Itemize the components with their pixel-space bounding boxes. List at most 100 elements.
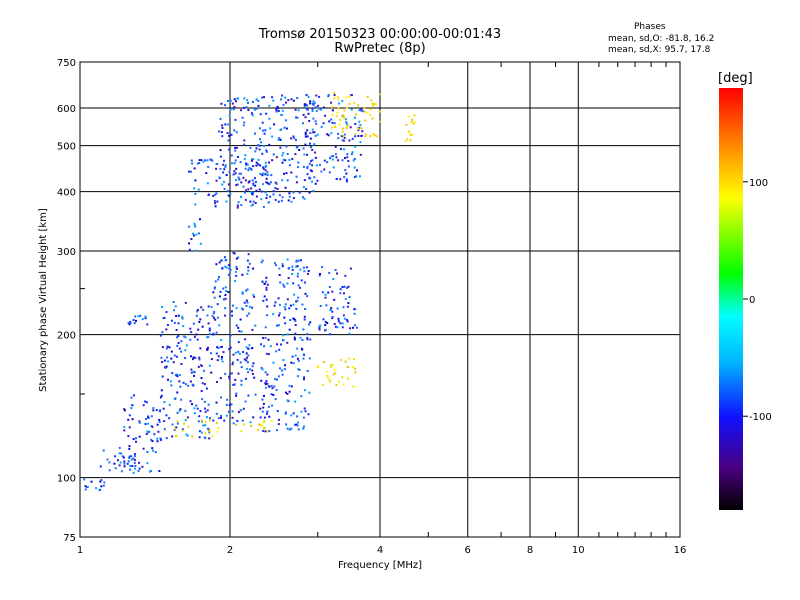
data-point (138, 421, 141, 424)
data-point (238, 178, 241, 181)
data-point (352, 159, 355, 162)
data-point (178, 374, 181, 376)
data-point (194, 356, 197, 359)
phases-heading: Phases (634, 22, 666, 32)
data-point (171, 372, 174, 375)
data-point (266, 314, 269, 317)
data-point (171, 423, 174, 426)
data-point (161, 375, 164, 378)
data-point (303, 425, 305, 428)
data-point (282, 359, 285, 361)
data-point (260, 141, 263, 144)
data-point (336, 111, 339, 114)
data-point (234, 378, 237, 381)
data-point (215, 331, 218, 334)
data-point (294, 324, 297, 326)
data-point (237, 326, 240, 329)
data-point (334, 153, 337, 156)
data-point (290, 137, 293, 140)
data-point (198, 415, 201, 418)
data-point (358, 120, 361, 123)
data-point (304, 131, 307, 134)
data-point (263, 395, 265, 397)
data-point (220, 417, 222, 419)
data-point (200, 306, 203, 309)
data-point (221, 127, 224, 129)
data-point (304, 410, 307, 413)
data-point (284, 186, 287, 189)
data-point (231, 304, 234, 307)
data-point (175, 435, 178, 438)
x-tick-label: 6 (465, 545, 471, 556)
data-point (146, 462, 149, 465)
data-point (200, 159, 203, 162)
data-point (297, 359, 300, 362)
data-point (165, 365, 168, 368)
data-point (204, 432, 207, 435)
data-point (227, 410, 230, 413)
data-point (276, 324, 278, 327)
data-point (353, 166, 356, 169)
data-point (220, 102, 223, 105)
data-point (308, 191, 311, 194)
data-point (271, 96, 274, 99)
data-point (254, 177, 256, 180)
data-point (375, 135, 378, 138)
data-point (190, 371, 193, 374)
data-point (224, 259, 227, 262)
data-point (333, 298, 336, 301)
data-point (207, 322, 210, 325)
data-point (252, 267, 255, 270)
data-point (281, 373, 284, 376)
data-point (194, 224, 196, 227)
data-point (318, 274, 321, 277)
data-point (354, 123, 357, 125)
data-point (317, 104, 320, 107)
data-point (188, 242, 190, 245)
data-point (347, 302, 350, 305)
data-point (170, 384, 173, 387)
y-tick-label: 400 (57, 188, 76, 199)
data-point (129, 321, 132, 324)
data-point (264, 386, 267, 389)
data-point (294, 354, 297, 357)
data-point (198, 430, 201, 433)
data-point (221, 360, 224, 363)
data-point (132, 471, 135, 474)
data-point (259, 416, 262, 419)
data-point (339, 359, 342, 361)
data-point (234, 172, 237, 175)
data-point (337, 380, 340, 383)
data-point (244, 154, 247, 157)
y-tick-label: 100 (57, 474, 76, 485)
data-point (325, 304, 328, 307)
data-point (249, 368, 251, 371)
data-point (304, 116, 307, 119)
data-point (292, 362, 295, 365)
data-point (196, 309, 199, 311)
data-point (307, 112, 310, 115)
data-point (237, 350, 240, 353)
data-point (271, 159, 274, 162)
data-point (265, 150, 268, 153)
data-point (261, 190, 263, 193)
data-point (349, 267, 352, 270)
phases-o-stats: mean, sd,O: -81.8, 16.2 (608, 34, 715, 44)
data-point (228, 348, 231, 351)
data-point (334, 146, 337, 148)
data-point (208, 437, 211, 440)
data-point (210, 158, 213, 161)
data-point (165, 437, 168, 440)
data-point (349, 327, 352, 330)
data-point (332, 155, 335, 157)
data-point (264, 383, 267, 386)
data-point (176, 411, 179, 414)
data-point (170, 319, 173, 322)
data-point (120, 470, 123, 473)
data-point (195, 333, 198, 336)
data-point (334, 325, 337, 328)
data-point (239, 318, 242, 321)
data-point (144, 317, 147, 320)
data-point (233, 162, 236, 165)
data-point (169, 380, 172, 383)
